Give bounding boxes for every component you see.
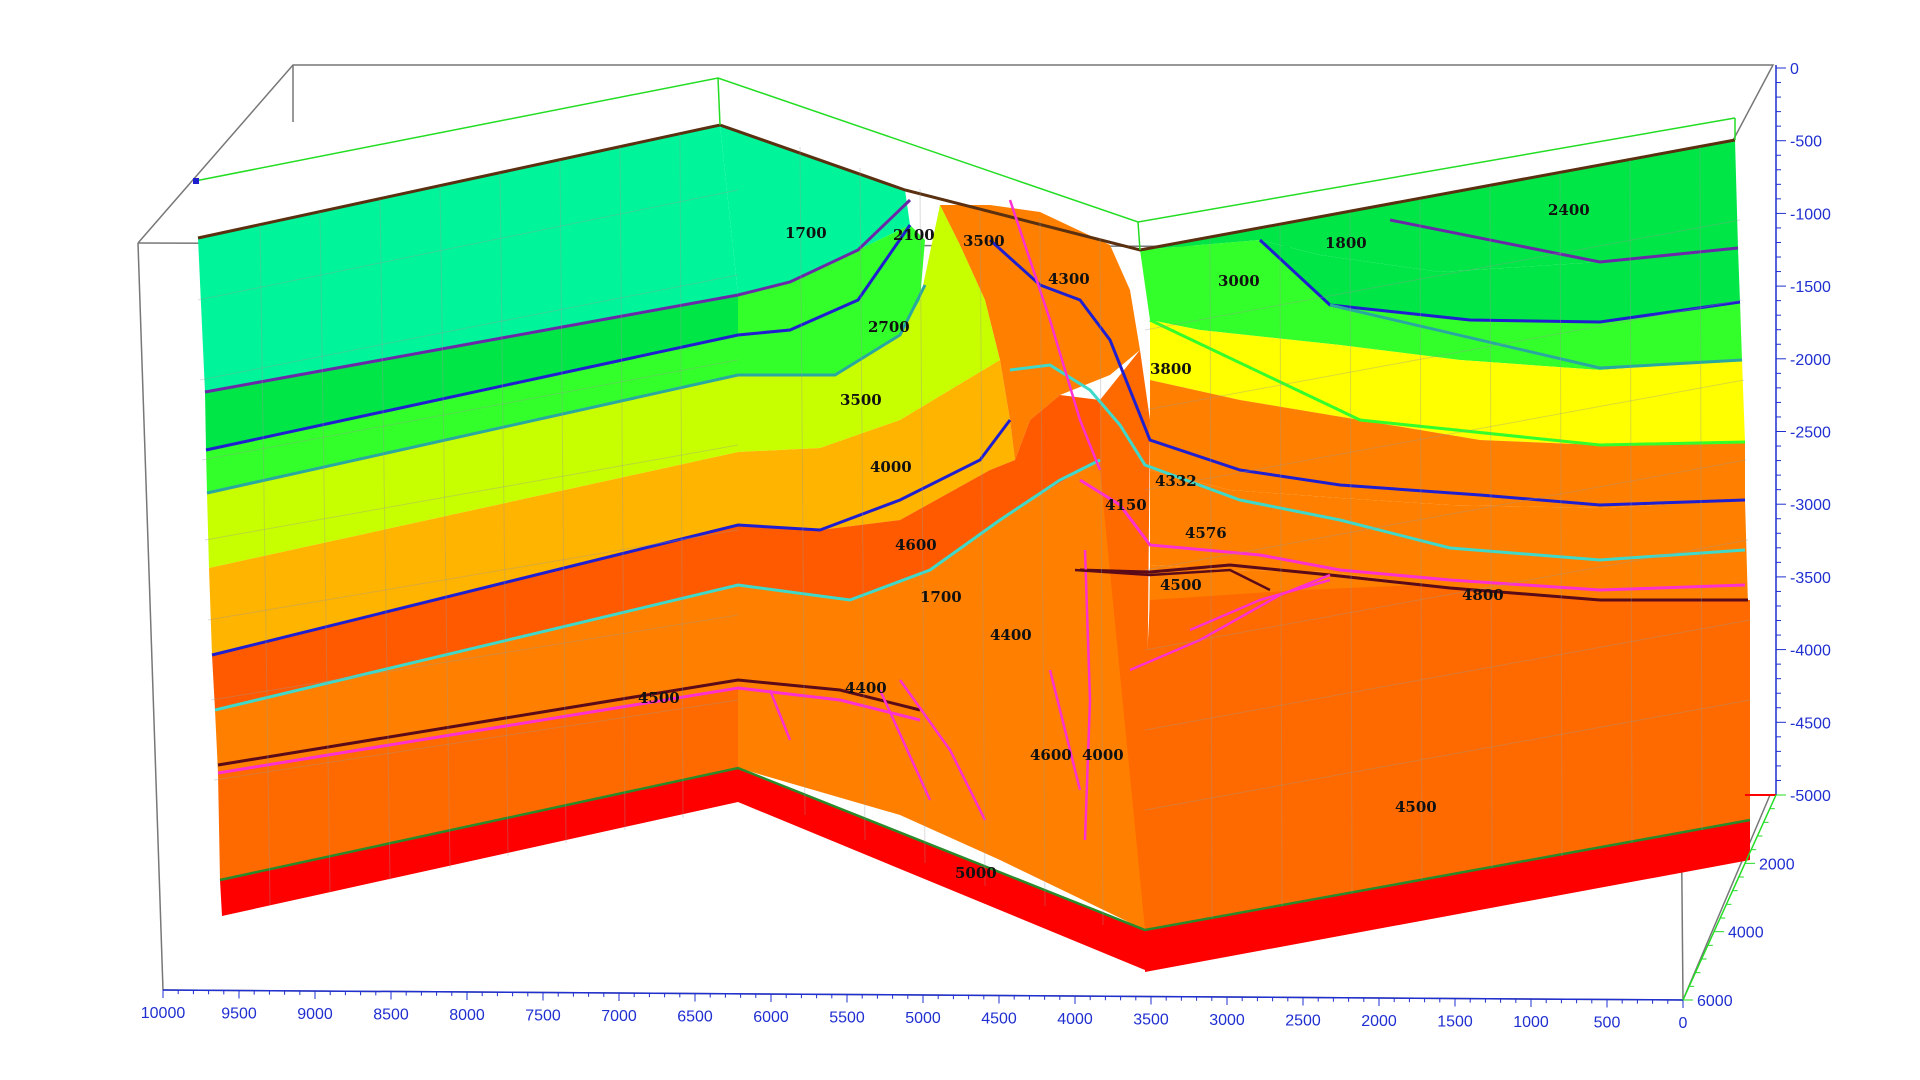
- x-axis: 10000 9500 9000 8500 8000 7500 7000 6500 6000 550…: [141, 989, 1688, 1032]
- velocity-label: 5000: [955, 864, 997, 882]
- depth-axis-tick-label: -1000: [1790, 206, 1831, 223]
- velocity-label: 4600: [1030, 746, 1072, 764]
- horizon-green-base: [219, 766, 1751, 932]
- layer-base: [220, 768, 738, 916]
- x-axis-tick-label: 8000: [449, 1007, 485, 1024]
- depth-axis-tick-label: 0: [1790, 61, 1799, 78]
- horizon-pink-1: [217, 686, 921, 775]
- velocity-label: 4150: [1105, 496, 1147, 514]
- panel-gridlines: [197, 133, 1751, 926]
- layer-1: [198, 125, 738, 392]
- velocity-labels: 1700 2100 2700 3500 3500 4000 4600 4300 …: [638, 201, 1590, 882]
- depth-axis-tick-label: -3500: [1790, 570, 1831, 587]
- x-axis-tick-label: 1000: [1513, 1014, 1549, 1031]
- panel-middle: [720, 125, 1150, 970]
- velocity-label: 2700: [868, 318, 910, 336]
- velocity-label: 4500: [638, 689, 680, 707]
- depth-axis-tick-label: -2000: [1790, 352, 1831, 369]
- panel-right: [1140, 140, 1750, 972]
- depth-axis-tick-label: -1500: [1790, 279, 1831, 296]
- horizon-teal-1: [206, 284, 927, 495]
- y-axis-tick-label: 2000: [1759, 856, 1795, 873]
- horizon-teal-2: [214, 458, 1101, 712]
- x-axis-tick-label: 7500: [525, 1008, 561, 1025]
- x-axis-tick-label: 6000: [753, 1009, 789, 1026]
- x-axis-tick-label: 5000: [905, 1010, 941, 1027]
- x-axis-tick-label: 10000: [141, 1005, 186, 1022]
- x-axis-tick-label: 500: [1594, 1015, 1621, 1032]
- layer-5: [209, 452, 738, 655]
- velocity-label: 4400: [990, 626, 1032, 644]
- velocity-label: 2100: [893, 226, 935, 244]
- x-axis-tick-label: 2500: [1285, 1013, 1321, 1030]
- depth-axis-tick-label: -3000: [1790, 497, 1831, 514]
- depth-axis: 0 -500 -1000 -1500 -2000 -2500 -3000 -3500 -4000…: [1745, 61, 1831, 805]
- depth-axis-tick-label: -500: [1790, 134, 1822, 151]
- velocity-label: 3800: [1150, 360, 1192, 378]
- x-axis-tick-label: 1500: [1437, 1014, 1473, 1031]
- velocity-label: 4000: [1082, 746, 1124, 764]
- corner-marker: [193, 178, 199, 184]
- x-axis-tick-label: 9000: [297, 1006, 333, 1023]
- velocity-label: 4600: [895, 536, 937, 554]
- layer-2: [205, 295, 738, 450]
- x-axis-tick-label: 3000: [1209, 1012, 1245, 1029]
- x-axis-tick-label: 4000: [1057, 1011, 1093, 1028]
- x-axis-tick-label: 9500: [221, 1006, 257, 1023]
- velocity-label: 4800: [1462, 586, 1504, 604]
- y-axis-tick-label: 4000: [1728, 925, 1764, 942]
- layer-8: [218, 688, 738, 880]
- x-axis-tick-label: 2000: [1361, 1013, 1397, 1030]
- velocity-label: 3000: [1218, 272, 1260, 290]
- velocity-label: 4300: [1048, 270, 1090, 288]
- velocity-label: 1800: [1325, 234, 1367, 252]
- layer-3: [206, 335, 738, 493]
- y-axis-tick-label: 6000: [1697, 993, 1733, 1010]
- horizon-purple: [204, 198, 912, 394]
- velocity-label: 1700: [920, 588, 962, 606]
- layer-4: [207, 375, 738, 568]
- x-axis-tick-label: 0: [1679, 1015, 1688, 1032]
- horizon-blue-2: [211, 419, 1012, 657]
- velocity-label: 4576: [1185, 524, 1227, 542]
- x-axis-tick-label: 8500: [373, 1007, 409, 1024]
- top-outline: [194, 77, 1736, 251]
- x-axis-tick-label: 5500: [829, 1010, 865, 1027]
- depth-axis-tick-label: -4500: [1790, 715, 1831, 732]
- velocity-label: 2400: [1548, 201, 1590, 219]
- x-axis-tick-label: 4500: [981, 1011, 1017, 1028]
- velocity-label: 4332: [1155, 472, 1197, 490]
- x-axis-tick-label: 7000: [601, 1008, 637, 1025]
- velocity-label: 4400: [845, 679, 887, 697]
- x-axis-tick-label: 6500: [677, 1009, 713, 1026]
- horizon-dark-1: [217, 678, 921, 767]
- horizon-topsurface: [197, 123, 1736, 252]
- panel-left: [198, 125, 738, 916]
- horizons: [197, 123, 1751, 932]
- depth-axis-tick-label: -4000: [1790, 643, 1831, 660]
- velocity-label: 1700: [785, 224, 827, 242]
- layer-6: [212, 525, 738, 710]
- horizon-blue-1: [205, 224, 912, 452]
- depth-axis-tick-label: -5000: [1790, 788, 1831, 805]
- layer-7: [215, 585, 738, 773]
- velocity-label: 3500: [963, 232, 1005, 250]
- depth-axis-tick-label: -2500: [1790, 425, 1831, 442]
- y-axis: 2000 4000 6000: [1682, 794, 1795, 1010]
- velocity-label: 4000: [870, 458, 912, 476]
- velocity-label: 4500: [1395, 798, 1437, 816]
- velocity-label: 4500: [1160, 576, 1202, 594]
- velocity-label: 3500: [840, 391, 882, 409]
- x-axis-tick-label: 3500: [1133, 1012, 1169, 1029]
